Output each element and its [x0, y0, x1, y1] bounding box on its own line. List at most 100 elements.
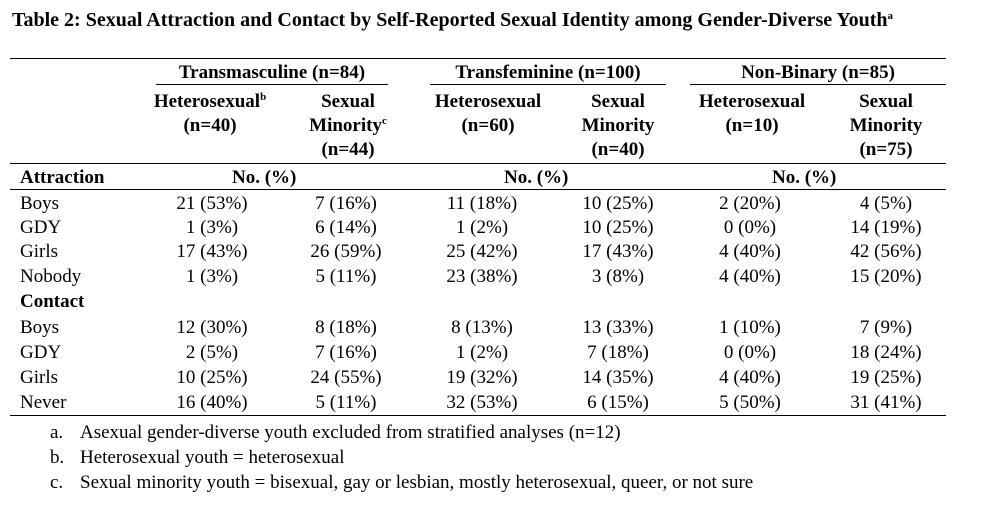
footnote-c: c. Sexual minority youth = bisexual, gay … [50, 471, 753, 495]
table-cell: 7 (16%) [315, 342, 377, 363]
table-cell: 31 (41%) [850, 392, 922, 413]
rule-header-bottom [10, 163, 946, 164]
table-cell: 5 (11%) [315, 266, 377, 287]
subheader-n: (n=60) [461, 115, 515, 136]
group-underline-transfeminine [430, 84, 666, 85]
footnote-label: b. [50, 447, 65, 468]
row-label: Never [20, 392, 67, 413]
row-label: GDY [20, 342, 62, 363]
footnote-marker: c [381, 115, 387, 127]
subheader-line: Minority [309, 115, 382, 136]
rule-subheader-bottom [10, 189, 946, 190]
table-cell: 1 (2%) [455, 217, 509, 238]
row-label: Girls [20, 367, 58, 388]
footnote-a: a. Asexual gender-diverse youth excluded … [50, 421, 621, 445]
group-transfeminine: Transfeminine (n=100) [455, 62, 641, 83]
table-cell: 42 (56%) [850, 241, 922, 262]
table-cell: 7 (9%) [859, 317, 913, 338]
section-label-contact: Contact [20, 291, 85, 312]
subheader-n: (n=40) [183, 115, 237, 136]
table-cell: 11 (18%) [446, 193, 518, 214]
footnote-label: a. [50, 422, 64, 443]
rule-bottom [10, 415, 946, 416]
footnote-label: c. [50, 472, 64, 493]
subheader-tm-minority: Sexual Minorityc (n=44) [288, 90, 408, 162]
nopct-label-nb: No. (%) [772, 167, 837, 188]
subheader-line: Sexual [321, 91, 375, 112]
rule-top [10, 58, 946, 59]
row-label: GDY [20, 217, 62, 238]
table-cell: 8 (13%) [451, 317, 513, 338]
table-cell: 15 (20%) [850, 266, 922, 287]
subheader-n: (n=75) [859, 139, 913, 160]
group-underline-transmasculine [156, 84, 388, 85]
table-cell: 19 (32%) [446, 367, 518, 388]
table-cell: 10 (25%) [582, 193, 654, 214]
table-cell: 4 (40%) [719, 241, 781, 262]
table-cell: 18 (24%) [850, 342, 922, 363]
table-cell: 10 (25%) [176, 367, 248, 388]
table-cell: 7 (18%) [587, 342, 649, 363]
table-cell: 17 (43%) [176, 241, 248, 262]
group-nonbinary: Non-Binary (n=85) [741, 62, 895, 83]
title-footnote-marker: a [887, 10, 894, 22]
table-cell: 3 (8%) [591, 266, 645, 287]
subheader-tm-hetero: Heterosexualb (n=40) [140, 90, 280, 138]
row-label: Boys [20, 317, 60, 338]
table-cell: 1 (10%) [719, 317, 781, 338]
table-cell: 32 (53%) [446, 392, 518, 413]
table-title-text: Table 2: Sexual Attraction and Contact b… [12, 9, 888, 31]
group-underline-nonbinary [690, 84, 946, 85]
table-cell: 4 (40%) [719, 266, 781, 287]
nopct-label-tf: No. (%) [504, 167, 569, 188]
table-cell: 6 (15%) [587, 392, 649, 413]
table-cell: 26 (59%) [310, 241, 382, 262]
footnote-text: Heterosexual youth = heterosexual [80, 447, 345, 468]
table-cell: 0 (0%) [723, 217, 777, 238]
footnote-text: Asexual gender-diverse youth excluded fr… [80, 422, 621, 443]
table-cell: 19 (25%) [850, 367, 922, 388]
table-cell: 8 (18%) [315, 317, 377, 338]
table-cell: 25 (42%) [446, 241, 518, 262]
table-cell: 24 (55%) [310, 367, 382, 388]
subheader-line: Heterosexual [698, 91, 806, 112]
table-cell: 0 (0%) [723, 342, 777, 363]
table-cell: 12 (30%) [176, 317, 248, 338]
table-cell: 1 (2%) [455, 342, 509, 363]
table-title: Table 2: Sexual Attraction and Contact b… [12, 8, 972, 32]
subheader-n: (n=10) [725, 115, 779, 136]
subheader-nb-hetero: Heterosexual (n=10) [682, 90, 822, 138]
table-cell: 2 (5%) [185, 342, 239, 363]
subheader-n: (n=40) [591, 139, 645, 160]
footnote-text: Sexual minority youth = bisexual, gay or… [80, 472, 754, 493]
table-cell: 16 (40%) [176, 392, 248, 413]
table-cell: 17 (43%) [582, 241, 654, 262]
subheader-line: Heterosexual [153, 91, 261, 112]
nopct-label-tm: No. (%) [232, 167, 297, 188]
group-transmasculine: Transmasculine (n=84) [178, 62, 366, 83]
table-cell: 23 (38%) [446, 266, 518, 287]
footnote-marker: b [260, 91, 267, 103]
table-cell: 14 (19%) [850, 217, 922, 238]
subheader-tf-minority: Sexual Minority (n=40) [558, 90, 678, 162]
subheader-nb-minority: Sexual Minority (n=75) [826, 90, 946, 162]
subheader-line: Sexual [591, 91, 645, 112]
table-cell: 5 (11%) [315, 392, 377, 413]
table-cell: 21 (53%) [176, 193, 248, 214]
table-cell: 1 (3%) [185, 217, 239, 238]
table-cell: 14 (35%) [582, 367, 654, 388]
subheader-line: Heterosexual [434, 91, 542, 112]
table-cell: 4 (5%) [859, 193, 913, 214]
subheader-line: Sexual [859, 91, 913, 112]
row-label: Boys [20, 193, 60, 214]
table-cell: 10 (25%) [582, 217, 654, 238]
row-label: Nobody [20, 266, 82, 287]
table-cell: 2 (20%) [719, 193, 781, 214]
footnote-b: b. Heterosexual youth = heterosexual [50, 446, 345, 470]
subheader-tf-hetero: Heterosexual (n=60) [418, 90, 558, 138]
table-cell: 7 (16%) [315, 193, 377, 214]
table-cell: 5 (50%) [719, 392, 781, 413]
subheader-n: (n=44) [321, 139, 375, 160]
table-cell: 13 (33%) [582, 317, 654, 338]
subheader-line: Minority [581, 115, 655, 136]
